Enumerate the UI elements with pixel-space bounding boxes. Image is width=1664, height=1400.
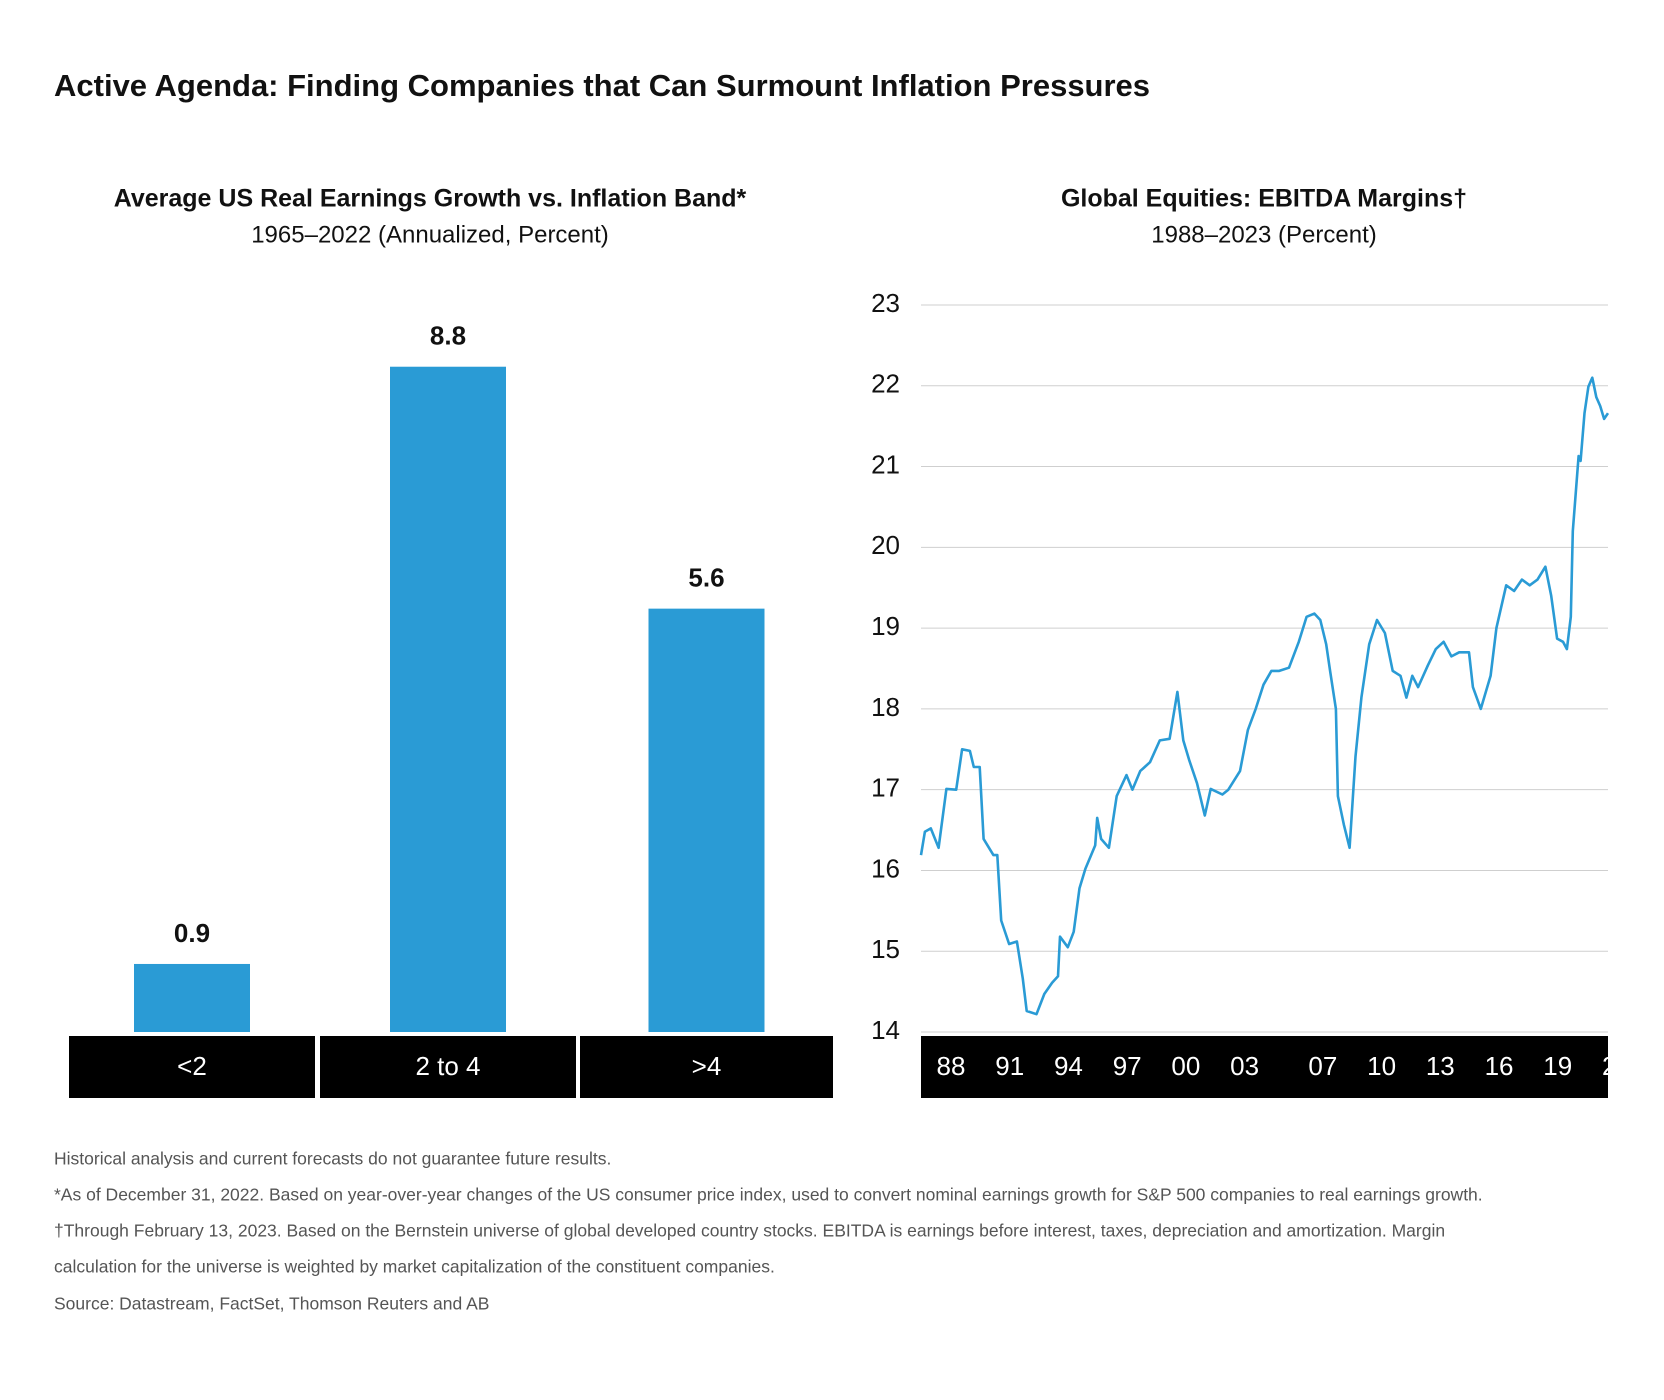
y-tick-label: 14 [871,1015,900,1045]
x-tick-label: 88 [937,1051,966,1081]
y-tick-label: 18 [871,692,900,722]
y-tick-label: 19 [871,611,900,641]
y-tick-label: 22 [871,369,900,399]
line [919,376,1610,1016]
x-tick-label: 97 [1113,1051,1142,1081]
x-tick-label: 10 [1367,1051,1396,1081]
x-tick-label: <2 [177,1051,207,1081]
y-tick-label: 23 [871,288,900,318]
page-title: Active Agenda: Finding Companies that Ca… [54,68,1150,103]
value-label: 5.6 [688,563,724,593]
value-label: 0.9 [174,918,210,948]
x-tick-label: >4 [692,1051,722,1081]
x-tick-label: 16 [1485,1051,1514,1081]
x-tick-label: 22 [1602,1051,1631,1081]
x-band [320,1036,576,1098]
x-band [580,1036,833,1098]
x-tick-label: 91 [995,1051,1024,1081]
footnote: calculation for the universe is weighted… [54,1257,775,1277]
chart-title: Global Equities: EBITDA Margins† [1061,185,1467,213]
y-tick-label: 20 [871,530,900,560]
y-tick-label: 15 [871,934,900,964]
chart-title: Average US Real Earnings Growth vs. Infl… [114,185,747,213]
footnote: Source: Datastream, FactSet, Thomson Reu… [54,1294,489,1314]
x-band [921,1036,1608,1098]
x-tick-label: 94 [1054,1051,1083,1081]
y-tick-label: 17 [871,773,900,803]
value-label: 8.8 [430,321,466,351]
footnote: *As of December 31, 2022. Based on year-… [54,1185,1483,1205]
bar [390,366,506,1033]
x-tick-label: 07 [1308,1051,1337,1081]
chart-subtitle: 1988–2023 (Percent) [1151,221,1377,248]
x-tick-label: 2 to 4 [415,1051,480,1081]
y-tick-label: 21 [871,449,900,479]
x-tick-label: 00 [1171,1051,1200,1081]
chart-subtitle: 1965–2022 (Annualized, Percent) [251,221,609,248]
x-tick-label: 13 [1426,1051,1455,1081]
footnote: Historical analysis and current forecast… [54,1149,611,1169]
footnote: †Through February 13, 2023. Based on the… [54,1221,1445,1241]
bar [648,608,765,1032]
x-tick-label: 03 [1230,1051,1259,1081]
y-tick-label: 16 [871,853,900,883]
bar [134,963,250,1032]
x-band [69,1036,315,1098]
x-tick-label: 19 [1543,1051,1572,1081]
